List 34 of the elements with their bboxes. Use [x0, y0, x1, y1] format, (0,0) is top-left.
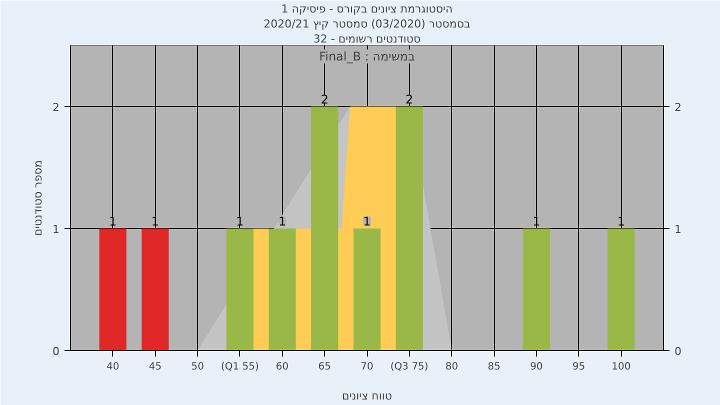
y2-tick-label: 1 [674, 223, 682, 236]
y2-tick-label: 0 [674, 345, 682, 358]
x-tick-label: 40 [106, 362, 120, 372]
data-label: 1 [236, 214, 244, 228]
data-label: 1 [278, 214, 286, 228]
y-tick-label: 1 [52, 223, 60, 236]
chart-subtitle: בסמסטר (03/2020) סמסטר קיץ 2020/21 [264, 18, 470, 30]
data-label: 2 [320, 92, 328, 106]
y-axis-title: מספר סטודנטים [32, 160, 44, 236]
x-tick-label: 90 [530, 362, 543, 372]
y2-tick-label: 2 [674, 101, 682, 114]
data-label: 1 [363, 214, 371, 228]
x-tick-label: 70 [360, 362, 374, 372]
x-tick-label: (Q1 55) [220, 362, 259, 372]
x-tick-label: 65 [318, 362, 332, 372]
data-label: 2 [406, 92, 414, 106]
x-tick-label: 85 [488, 362, 500, 372]
chart-title: היסטוגרמת ציונים בקורס - פיסיקה 1 [281, 2, 453, 16]
data-label: 1 [532, 214, 540, 228]
data-label: 1 [151, 214, 160, 228]
y-tick-label: 0 [52, 345, 60, 358]
y-tick-label: 2 [52, 101, 60, 114]
annotation: סטודנטים רשומים - 32 [313, 32, 421, 46]
x-tick-label: 100 [612, 362, 631, 372]
data-label: 1 [109, 214, 117, 228]
annotation: Final_B : במשימה [319, 50, 415, 64]
x-tick-label: 50 [191, 362, 204, 372]
x-tick-label: (Q3 75) [390, 362, 428, 372]
data-label: 1 [617, 214, 625, 228]
x-tick-label: 95 [572, 362, 586, 372]
x-tick-label: 45 [148, 362, 162, 372]
x-tick-label: 80 [445, 362, 458, 372]
x-axis-title: טווח ציונים [342, 390, 392, 402]
x-tick-label: 60 [276, 362, 289, 372]
